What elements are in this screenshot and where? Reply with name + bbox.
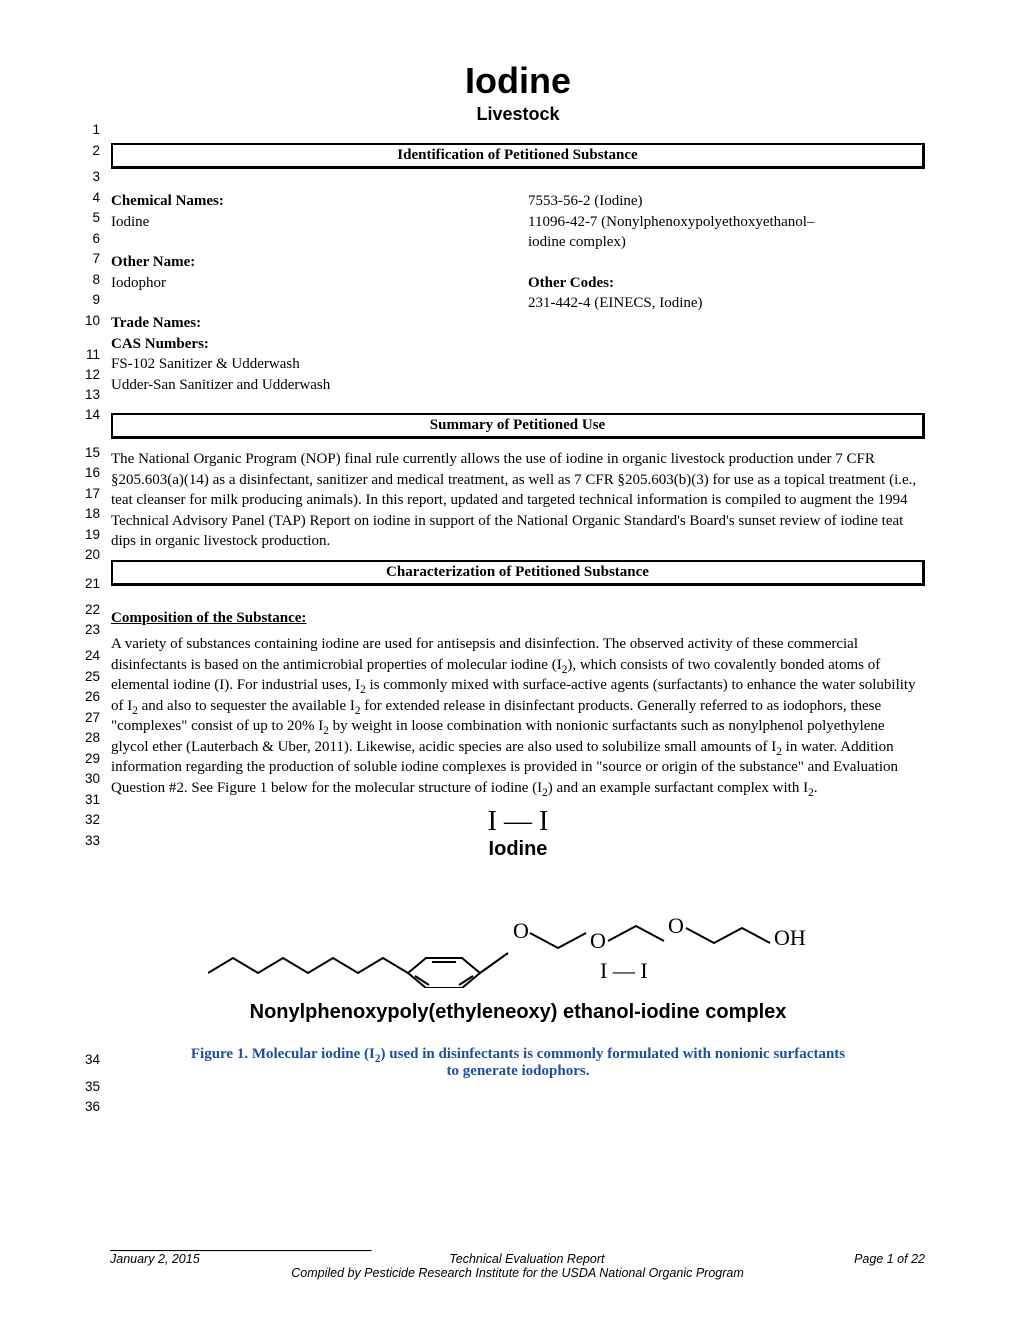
trade-names-label: Trade Names: — [111, 313, 508, 334]
trade-name-1: FS-102 Sanitizer & Udderwash — [111, 354, 508, 375]
line-number: 27 — [85, 711, 100, 725]
complex-label: Nonylphenoxypoly(ethyleneoxy) ethanol-io… — [111, 1001, 925, 1024]
composition-heading: Composition of the Substance: — [111, 608, 925, 629]
line-number: 23 — [85, 623, 100, 637]
line-number: 4 — [92, 191, 100, 205]
line-number: 31 — [85, 793, 100, 807]
line-number: 32 — [85, 813, 100, 827]
figure-caption-line1b: ) used in disinfectants is commonly form… — [381, 1046, 846, 1062]
comp-line: is commonly mixed — [366, 677, 489, 693]
line-number: 3 — [92, 170, 100, 184]
line-number: 18 — [85, 507, 100, 521]
other-name: Iodophor — [111, 273, 508, 294]
molecule-diagram-icon: O O O OH I — I — [208, 883, 828, 988]
line-number: 6 — [92, 232, 100, 246]
line-number: 21 — [85, 577, 100, 591]
comp-line: ), which — [567, 657, 616, 673]
footer-compiled-by: Compiled by Pesticide Research Institute… — [110, 1266, 925, 1280]
comp-line: "complexes" consist of up to 20% I — [111, 718, 323, 734]
figure-1: I — I Iodine O — [111, 806, 925, 1024]
line-number: 16 — [85, 466, 100, 480]
cas-numbers-label: CAS Numbers: — [111, 334, 508, 355]
line-number: 30 — [85, 772, 100, 786]
comp-line: by weight in loose combination with noni… — [329, 718, 725, 734]
section-header-summary: Summary of Petitioned Use — [111, 413, 925, 439]
cas-2b: iodine complex) — [528, 232, 925, 253]
comp-line: A variety of substances containing iodin… — [111, 636, 749, 652]
comp-line: for extended release in disinfectant pro… — [361, 698, 882, 714]
summary-line: dips in organic livestock production. — [111, 533, 330, 549]
comp-line: available I — [292, 698, 355, 714]
section-header-characterization: Characterization of Petitioned Substance — [111, 560, 925, 586]
line-number: 2 — [92, 144, 100, 158]
line-number: 11 — [86, 348, 100, 362]
line-number: 19 — [85, 528, 100, 542]
comp-line: solubilize small amounts of I — [602, 739, 776, 755]
comp-line: below for the molecular structure of iod… — [271, 780, 542, 796]
composition-paragraph: A variety of substances containing iodin… — [111, 634, 925, 798]
line-number: 10 — [85, 314, 100, 328]
footer-page-number: Page 1 of 22 — [854, 1252, 925, 1266]
line-number: 15 — [85, 446, 100, 460]
identification-right-col: 7553-56-2 (Iodine) 11096-42-7 (Nonylphen… — [528, 191, 925, 395]
page: 1 2 3 4 5 6 7 8 9 10 11 12 13 14 15 16 1… — [0, 0, 1020, 1320]
svg-text:I — I: I — I — [600, 958, 648, 983]
figure-caption-line1a: Figure 1. Molecular iodine (I — [191, 1046, 375, 1062]
figure-caption-line2: to generate iodophors. — [447, 1063, 590, 1079]
trade-name-2: Udder-San Sanitizer and Udderwash — [111, 375, 508, 396]
svg-text:O: O — [590, 928, 606, 953]
svg-text:OH: OH — [774, 925, 806, 950]
iodine-formula: I — I — [111, 806, 925, 838]
cas-1: 7553-56-2 (Iodine) — [528, 191, 925, 212]
line-number: 29 — [85, 752, 100, 766]
identification-left-col: Chemical Names: Iodine Other Name: Iodop… — [111, 191, 508, 395]
comp-line: ) and an example surfactant complex with… — [548, 780, 808, 796]
document-title: Iodine — [111, 60, 925, 102]
chemical-name: Iodine — [111, 212, 508, 233]
iodine-label: Iodine — [111, 838, 925, 861]
line-number: 9 — [92, 293, 100, 307]
comp-line: . — [814, 780, 818, 796]
footer-date: January 2, 2015 — [110, 1252, 200, 1266]
line-number: 5 — [92, 211, 100, 225]
line-number: 12 — [85, 368, 100, 382]
line-number: 20 — [85, 548, 100, 562]
svg-text:O: O — [668, 913, 684, 938]
complex-structure-svg: O O O OH I — I — [111, 883, 925, 993]
line-number: 28 — [85, 731, 100, 745]
other-name-label: Other Name: — [111, 252, 508, 273]
line-number: 8 — [92, 273, 100, 287]
content-area: Iodine Livestock Identification of Petit… — [111, 60, 925, 1080]
summary-line: The National Organic Program (NOP) final… — [111, 451, 725, 467]
line-number: 1 — [92, 123, 100, 137]
line-number: 36 — [85, 1100, 100, 1114]
svg-text:O: O — [513, 918, 529, 943]
line-number: 26 — [85, 690, 100, 704]
cas-2a: 11096-42-7 (Nonylphenoxypolyethoxyethano… — [528, 212, 925, 233]
summary-paragraph: The National Organic Program (NOP) final… — [111, 449, 925, 552]
line-number: 13 — [85, 388, 100, 402]
comp-line: and also to sequester the — [138, 698, 288, 714]
line-number: 34 — [85, 1053, 100, 1067]
line-number: 7 — [92, 252, 100, 266]
line-number: 33 — [85, 834, 100, 848]
line-number: 17 — [85, 487, 100, 501]
figure-caption: Figure 1. Molecular iodine (I2) used in … — [111, 1046, 925, 1080]
section-header-identification: Identification of Petitioned Substance — [111, 143, 925, 169]
line-number: 24 — [85, 649, 100, 663]
identification-columns: Chemical Names: Iodine Other Name: Iodop… — [111, 191, 925, 395]
line-number: 35 — [85, 1080, 100, 1094]
line-number: 14 — [85, 408, 100, 422]
document-subtitle: Livestock — [111, 104, 925, 125]
chemical-names-label: Chemical Names: — [111, 191, 508, 212]
line-number: 22 — [85, 603, 100, 617]
other-code: 231-442-4 (EINECS, Iodine) — [528, 293, 925, 314]
page-footer: January 2, 2015 Technical Evaluation Rep… — [110, 1250, 925, 1280]
line-number: 25 — [85, 670, 100, 684]
other-codes-label: Other Codes: — [528, 273, 925, 294]
footer-report-title: Technical Evaluation Report — [449, 1252, 604, 1266]
footer-line1: January 2, 2015 Technical Evaluation Rep… — [110, 1252, 925, 1266]
summary-line: (TAP) Report on iodine in support of the… — [269, 513, 904, 529]
